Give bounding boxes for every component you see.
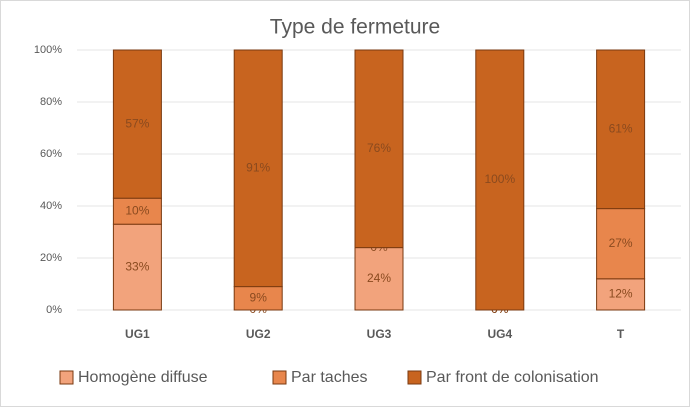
chart-title: Type de fermeture: [270, 16, 440, 39]
bar-segment: [112, 223, 162, 311]
bar-segment: [112, 197, 162, 225]
bar-segment: [354, 49, 404, 249]
y-tick-label: 60%: [40, 148, 62, 160]
data-label: 9%: [250, 290, 268, 304]
bar-segment: [475, 49, 525, 311]
data-label: 91%: [246, 160, 270, 174]
y-tick-label: 20%: [40, 252, 62, 264]
data-label: 24%: [367, 271, 391, 285]
bar-segment: [596, 208, 646, 280]
x-tick-label: UG4: [487, 327, 512, 341]
bar-segment: [596, 49, 646, 210]
legend-label: Par taches: [291, 369, 367, 386]
legend-label: Par front de colonisation: [426, 369, 599, 386]
bar-segment: [596, 278, 646, 311]
legend-swatch: [59, 370, 74, 385]
y-tick-label: 80%: [40, 96, 62, 108]
legend-label: Homogène diffuse: [78, 369, 208, 386]
data-label: 100%: [484, 172, 515, 186]
bar-segment: [354, 247, 404, 311]
x-tick-label: UG3: [367, 327, 392, 341]
legend-swatch: [272, 370, 287, 385]
data-label: 33%: [125, 259, 149, 273]
data-label: 76%: [367, 141, 391, 155]
x-tick-label: UG2: [246, 327, 271, 341]
bar-segment: [112, 49, 162, 199]
data-label: 57%: [125, 116, 149, 130]
y-tick-label: 40%: [40, 200, 62, 212]
data-label: 61%: [609, 121, 633, 135]
data-label: 10%: [125, 203, 149, 217]
bar-segment: [233, 49, 283, 288]
data-label: 12%: [609, 287, 633, 301]
y-tick-label: 100%: [34, 44, 62, 56]
legend-swatch: [407, 370, 422, 385]
x-tick-label: T: [617, 327, 625, 341]
data-label: 27%: [609, 236, 633, 250]
y-tick-label: 0%: [46, 304, 62, 316]
x-tick-label: UG1: [125, 327, 150, 341]
